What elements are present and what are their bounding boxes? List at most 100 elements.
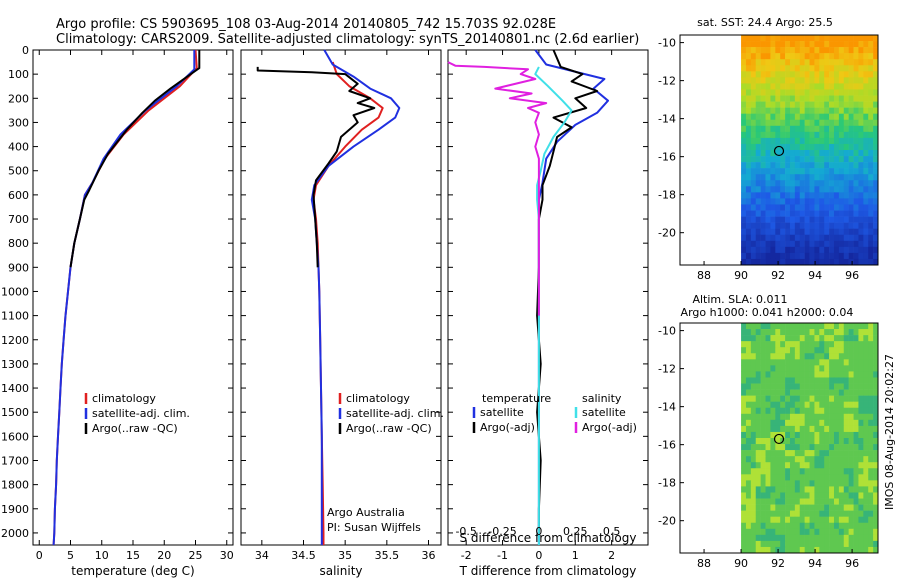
heatmap-cell [848, 156, 854, 163]
heatmap-cell [760, 246, 766, 254]
heatmap-cell [829, 341, 835, 348]
heatmap-cell [809, 162, 815, 169]
heatmap-cell [741, 258, 747, 266]
heatmap-cell [755, 498, 761, 505]
heatmap-cell [819, 192, 825, 199]
heatmap-cell [868, 210, 874, 217]
heatmap-cell [765, 240, 771, 248]
heatmap-cell [789, 77, 796, 84]
heatmap-cell [765, 498, 771, 505]
heatmap-cell [755, 53, 761, 60]
heatmap-cell [809, 47, 815, 54]
heatmap-cell [863, 510, 869, 517]
heatmap-cell [789, 389, 796, 396]
heatmap-cell [789, 174, 796, 181]
heatmap-cell [853, 546, 859, 554]
heatmap-cell [785, 143, 791, 151]
heatmap-cell [833, 341, 840, 348]
heatmap-cell [814, 125, 820, 133]
heatmap-cell [853, 47, 859, 54]
heatmap-cell [770, 186, 776, 193]
heatmap-cell [868, 419, 874, 427]
heatmap-cell [868, 216, 874, 223]
heatmap-cell [853, 425, 859, 433]
heatmap-cell [819, 444, 825, 451]
heatmap-cell [785, 377, 791, 384]
heatmap-cell [863, 77, 869, 84]
heatmap-cell [853, 168, 859, 175]
heatmap-cell [838, 246, 845, 254]
heatmap-cell [868, 474, 874, 481]
heatmap-cell [833, 234, 840, 242]
heatmap-cell [750, 65, 757, 72]
heatmap-cell [858, 198, 864, 205]
heatmap-cell [843, 510, 849, 517]
heatmap-cell [750, 456, 757, 463]
heatmap-cell [765, 35, 771, 42]
heatmap-cell [814, 35, 820, 42]
heatmap-cell [873, 359, 879, 366]
heatmap-cell [843, 438, 849, 445]
heatmap-cell [863, 246, 869, 254]
heatmap-cell [775, 528, 781, 536]
heatmap-cell [741, 77, 747, 84]
heatmap-cell [873, 329, 879, 336]
heatmap-cell [770, 156, 776, 163]
heatmap-cell [760, 407, 766, 415]
heatmap-cell [780, 228, 786, 236]
heatmap-cell [799, 210, 805, 217]
heatmap-cell [755, 522, 761, 530]
heatmap-cell [819, 252, 825, 260]
heatmap-cell [799, 413, 805, 421]
heatmap-cell [833, 534, 840, 542]
heatmap-cell [760, 210, 766, 217]
heatmap-cell [745, 528, 752, 536]
heatmap-cell [785, 419, 791, 427]
heatmap-cell [755, 401, 761, 409]
heatmap-cell [770, 540, 776, 548]
heatmap-cell [741, 510, 747, 517]
heatmap-cell [833, 35, 840, 42]
heatmap-cell [858, 534, 864, 542]
heatmap-cell [765, 413, 771, 421]
heatmap-cell [858, 456, 864, 463]
heatmap-cell [760, 89, 766, 96]
heatmap-cell [789, 240, 796, 248]
heatmap-cell [785, 101, 791, 108]
heatmap-cell [794, 246, 801, 254]
heatmap-cell [858, 347, 864, 354]
heatmap-cell [794, 516, 801, 524]
heatmap-cell [873, 210, 879, 217]
heatmap-cell [770, 371, 776, 378]
series-line [69, 50, 201, 268]
legend-label: Argo(-adj) [480, 421, 535, 434]
heatmap-cell [804, 540, 810, 548]
heatmap-cell [780, 431, 786, 439]
heatmap-cell [745, 377, 752, 384]
heatmap-cell [848, 468, 854, 475]
heatmap-cell [863, 431, 869, 439]
heatmap-cell [814, 504, 820, 511]
y-tick-label: 700 [8, 213, 29, 226]
heatmap-cell [824, 162, 830, 169]
heatmap-cell [848, 510, 854, 517]
heatmap-cell [809, 444, 815, 451]
heatmap-cell [804, 252, 810, 260]
heatmap-cell [814, 143, 820, 151]
heatmap-cell [843, 462, 849, 469]
heatmap-cell [750, 252, 757, 260]
heatmap-cell [863, 425, 869, 433]
legend-label: satellite-adj. clim. [92, 407, 190, 420]
heatmap-cell [833, 474, 840, 481]
heatmap-cell [868, 353, 874, 360]
heatmap-cell [873, 95, 879, 102]
heatmap-cell [838, 59, 845, 66]
heatmap-cell [775, 383, 781, 390]
heatmap-cell [760, 198, 766, 205]
heatmap-cell [741, 35, 747, 42]
heatmap-cell [843, 474, 849, 481]
heatmap-cell [765, 462, 771, 469]
heatmap-cell [868, 77, 874, 84]
heatmap-cell [814, 438, 820, 445]
heatmap-cell [829, 216, 835, 223]
